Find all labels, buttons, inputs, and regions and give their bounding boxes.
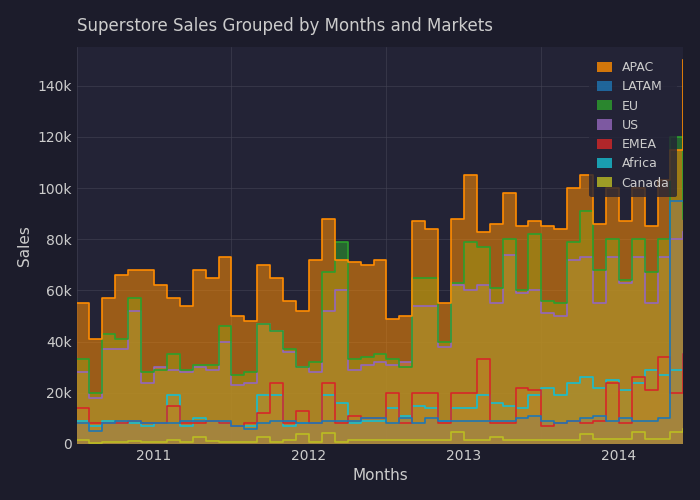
- X-axis label: Months: Months: [352, 468, 408, 483]
- Text: Superstore Sales Grouped by Months and Markets: Superstore Sales Grouped by Months and M…: [76, 16, 493, 34]
- Legend: APAC, LATAM, EU, US, EMEA, Africa, Canada: APAC, LATAM, EU, US, EMEA, Africa, Canad…: [589, 54, 677, 197]
- Y-axis label: Sales: Sales: [17, 225, 32, 266]
